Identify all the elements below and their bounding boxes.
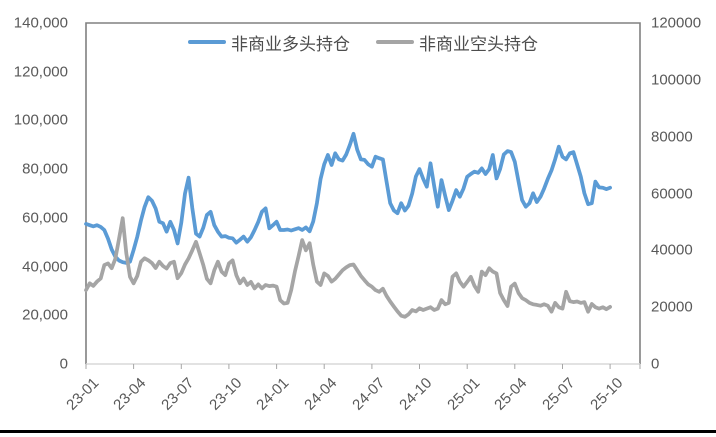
x-axis-ticks: [85, 364, 641, 369]
right-axis-tick-label: 0: [651, 355, 660, 373]
right-axis-tick-label: 20000: [651, 298, 693, 316]
left-axis-tick-label: 120,000: [13, 63, 68, 81]
left-axis-tick-label: 140,000: [13, 14, 68, 32]
legend-line-sample-long: [188, 39, 226, 45]
plot-border: [85, 22, 641, 364]
right-axis-tick-label: 100000: [651, 71, 702, 89]
left-axis-tick-label: 0: [59, 355, 68, 373]
right-axis-tick-label: 80000: [651, 128, 693, 146]
series-line-1: [84, 216, 612, 319]
legend-label-long: 非商业多头持仓: [231, 34, 350, 54]
right-axis-tick-label: 60000: [651, 185, 693, 202]
legend-item-short: 非商业空头持仓: [376, 30, 538, 55]
left-axis-tick-label: 20,000: [22, 306, 68, 324]
legend-item-long: 非商业多头持仓: [188, 30, 350, 55]
left-axis-tick-label: 80,000: [22, 160, 68, 178]
legend-label-short: 非商业空头持仓: [419, 34, 538, 54]
right-axis-tick-label: 120000: [651, 14, 702, 32]
right-axis-tick-label: 40000: [651, 241, 693, 259]
left-axis-tick-label: 60,000: [22, 209, 68, 227]
legend-line-sample-short: [376, 39, 414, 45]
legend: 非商业多头持仓 非商业空头持仓: [86, 30, 640, 55]
left-axis-tick-label: 100,000: [13, 111, 68, 129]
left-axis-tick-label: 40,000: [22, 258, 68, 276]
series-line-0: [84, 131, 612, 265]
bottom-divider-line: [0, 430, 716, 433]
